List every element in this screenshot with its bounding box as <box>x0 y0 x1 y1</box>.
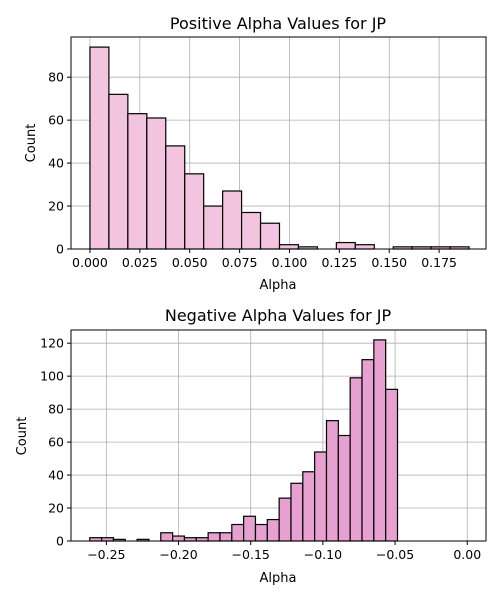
histogram-bar <box>203 205 224 250</box>
y-tick-label: 20 <box>48 199 64 214</box>
histogram-bar <box>222 190 243 250</box>
x-tick-label: 0.075 <box>222 255 258 270</box>
histogram-bar <box>146 117 167 250</box>
y-tick-label: 80 <box>48 402 64 417</box>
axes-frame <box>70 36 487 250</box>
chart-title-positive: Positive Alpha Values for JP <box>170 14 387 33</box>
histogram-bar <box>278 497 292 542</box>
histogram-bar <box>160 532 174 542</box>
histogram-bar <box>89 46 110 250</box>
x-tick-label: −0.25 <box>87 547 125 562</box>
histogram-bar <box>337 434 351 542</box>
y-tick-label: 40 <box>48 156 64 171</box>
y-tick-label: 120 <box>40 336 64 351</box>
histogram-bar <box>254 523 268 542</box>
x-axis-label-positive: Alpha <box>260 278 297 293</box>
histogram-bar <box>290 482 304 542</box>
y-tick-label: 60 <box>48 113 64 128</box>
histogram-bar <box>302 471 316 542</box>
y-tick-label: 0 <box>56 534 64 549</box>
histogram-bar <box>165 145 186 250</box>
histogram-bar <box>354 244 375 250</box>
histogram-bar <box>231 523 245 542</box>
histogram-bar <box>207 532 221 542</box>
negative-alpha-histogram: −0.25 −0.20 −0.15 −0.10 −0.05 0.00 0 20 40 60 80 10… <box>40 329 487 562</box>
histogram-bar <box>385 388 399 542</box>
histogram-bar <box>240 211 262 250</box>
histogram-bar <box>349 377 363 542</box>
axes-frame <box>70 329 487 542</box>
histogram-bar <box>278 244 300 250</box>
x-tick-label: −0.05 <box>376 547 414 562</box>
x-tick-label: −0.20 <box>159 547 197 562</box>
x-tick-label: −0.15 <box>232 547 270 562</box>
x-tick-label: 0.000 <box>72 255 108 270</box>
histogram-bar <box>266 518 280 542</box>
histogram-bar <box>243 515 257 542</box>
y-tick-label: 80 <box>48 70 64 85</box>
x-tick-label: 0.050 <box>172 255 208 270</box>
chart-title-negative: Negative Alpha Values for JP <box>165 306 392 325</box>
x-tick-label: 0.150 <box>371 255 407 270</box>
x-tick-label: 0.125 <box>321 255 357 270</box>
histogram-bar <box>335 241 356 250</box>
histogram-bar <box>314 451 328 542</box>
histogram-bar <box>108 93 129 250</box>
histogram-bar <box>361 359 375 542</box>
y-tick-label: 20 <box>48 501 64 516</box>
y-tick-label: 40 <box>48 468 64 483</box>
histogram-bar <box>172 535 186 542</box>
y-tick-label: 60 <box>48 435 64 450</box>
y-axis-label-positive: Count <box>24 124 39 163</box>
x-tick-label: 0.025 <box>122 255 158 270</box>
y-axis-label-negative: Count <box>15 417 30 456</box>
histogram-bar <box>219 532 233 542</box>
x-axis-label-negative: Alpha <box>260 571 297 586</box>
x-tick-label: −0.10 <box>304 547 342 562</box>
histogram-bar <box>325 420 339 542</box>
histogram-bar <box>259 222 281 250</box>
x-tick-label: 0.175 <box>421 255 457 270</box>
histogram-bar <box>127 113 148 250</box>
x-tick-label: 0.100 <box>272 255 308 270</box>
y-tick-label: 100 <box>40 369 64 384</box>
histogram-bar <box>184 173 205 250</box>
positive-alpha-histogram: 0.000 0.025 0.050 0.075 0.100 0.125 0.150 0.175… <box>48 36 487 270</box>
x-tick-label: 0.00 <box>453 547 481 562</box>
y-tick-label: 0 <box>56 242 64 257</box>
histogram-bar <box>373 339 387 542</box>
